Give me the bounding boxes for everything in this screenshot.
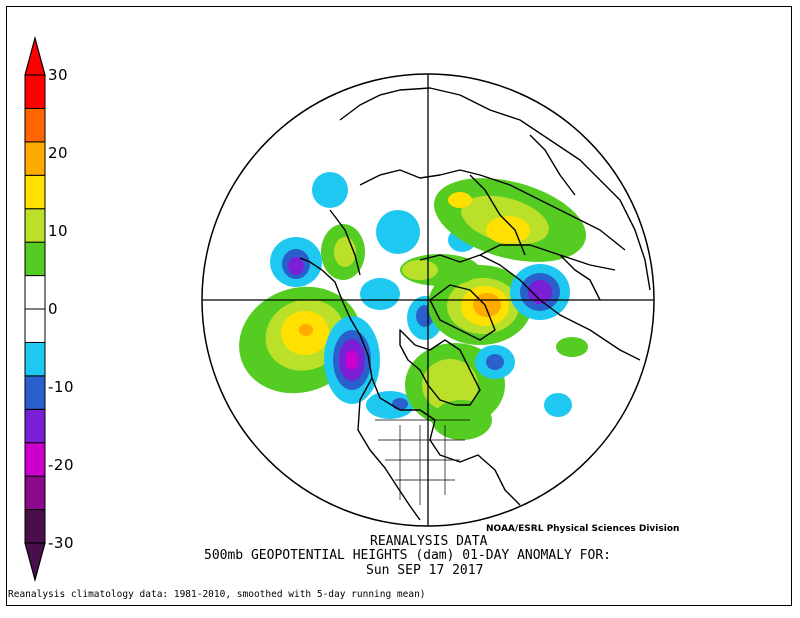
colorbar-block	[24, 208, 46, 243]
colorbar-blocks	[24, 74, 46, 544]
colorbar-block	[24, 375, 46, 410]
color-bar	[24, 35, 46, 583]
colorbar-block	[24, 442, 46, 477]
colorbar-tick-label: -10	[48, 378, 74, 396]
colorbar-block	[24, 141, 46, 176]
polar-map	[201, 73, 655, 527]
colorbar-tick-label: 10	[48, 222, 69, 240]
colorbar-tick-label: -20	[48, 456, 74, 474]
coastlines	[299, 87, 651, 521]
credit-label: NOAA/ESRL Physical Sciences Division	[486, 524, 680, 534]
colorbar-block	[24, 308, 46, 343]
plot-frame	[6, 6, 792, 606]
colorbar-block	[24, 241, 46, 277]
title-line-2: 500mb GEOPOTENTIAL HEIGHTS (dam) 01-DAY …	[204, 548, 611, 563]
anomaly-shading	[239, 172, 588, 440]
colorbar-tick-label: 20	[48, 144, 69, 162]
colorbar-block	[24, 475, 46, 511]
colorbar-block	[24, 107, 46, 143]
title-line-3: Sun SEP 17 2017	[366, 563, 484, 578]
climatology-footnote: Reanalysis climatology data: 1981-2010, …	[8, 589, 426, 600]
colorbar-block	[24, 275, 46, 310]
map-boundary-circle	[201, 73, 655, 527]
colorbar-block	[24, 74, 46, 109]
colorbar-block	[24, 509, 46, 544]
colorbar-tick-label: 30	[48, 66, 69, 84]
colorbar-block	[24, 174, 46, 210]
colorbar-block	[24, 341, 46, 377]
colorbar-min-triangle	[24, 542, 46, 583]
colorbar-tick-label: -30	[48, 534, 74, 552]
colorbar-tick-label: 0	[48, 300, 59, 318]
title-line-1: REANALYSIS DATA	[370, 534, 488, 549]
colorbar-max-triangle	[24, 35, 46, 76]
colorbar-block	[24, 408, 46, 444]
